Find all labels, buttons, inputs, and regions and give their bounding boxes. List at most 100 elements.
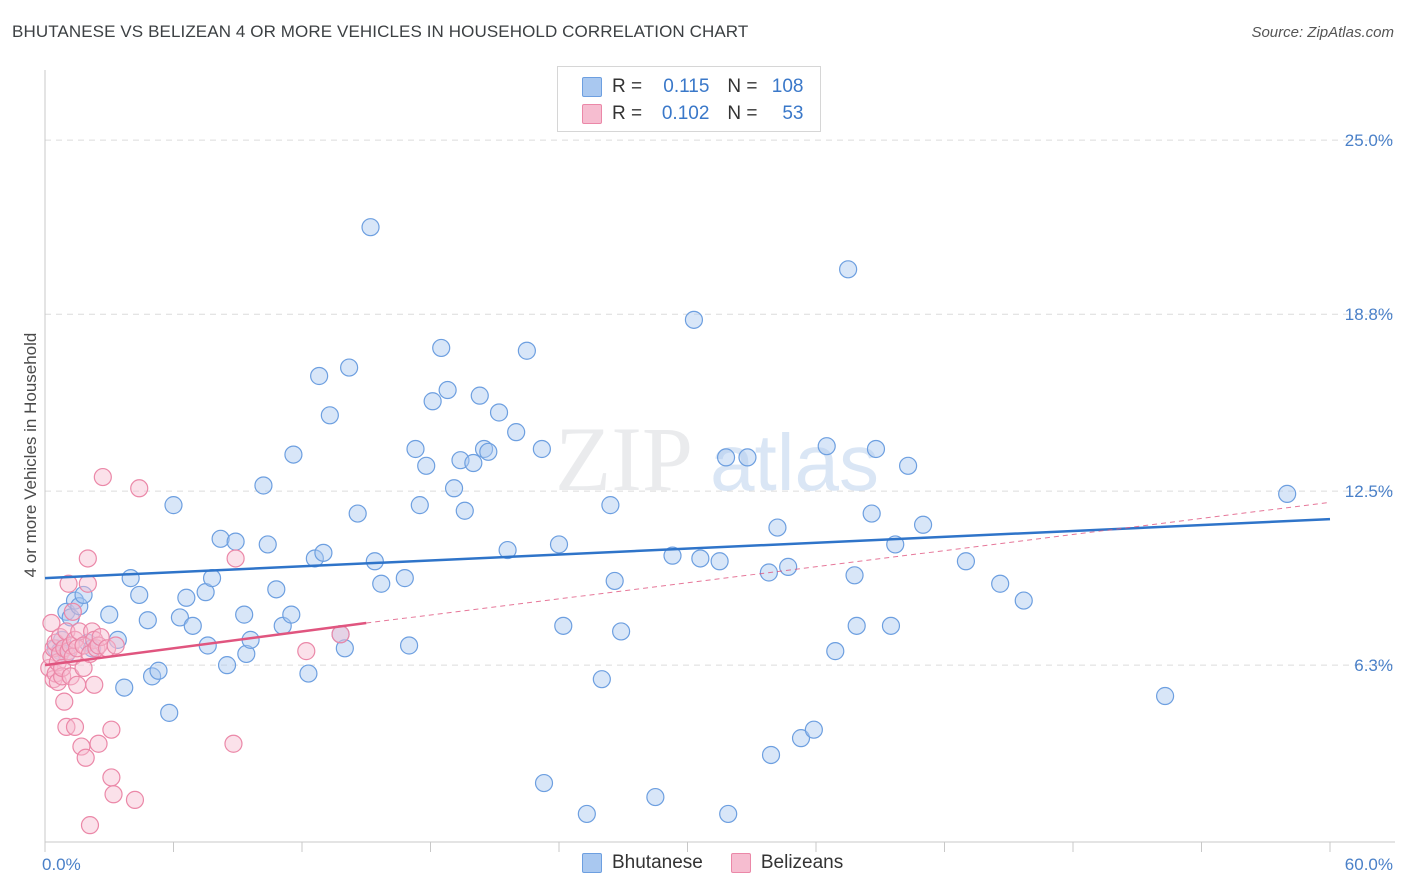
bhutanese-point: [554, 616, 573, 635]
belizean-trend-line: [44, 621, 367, 667]
bhutanese-point: [258, 535, 277, 554]
watermark-atlas: atlas: [710, 418, 879, 507]
bhutanese-point: [423, 392, 442, 411]
legend-n-label: N =: [727, 103, 758, 124]
bhutanese-point: [592, 670, 611, 689]
bhutanese-point: [226, 532, 245, 551]
belizean-point: [76, 748, 95, 767]
belizean-point: [42, 613, 61, 633]
bhutanese-point: [310, 366, 329, 386]
belizean-points: [40, 467, 350, 835]
bottom-legend-belizeans: Belizeans: [730, 852, 844, 874]
bhutanese-point: [605, 571, 624, 591]
belizean-point: [78, 574, 97, 593]
bhutanese-point: [299, 664, 318, 683]
bhutanese-point: [432, 338, 451, 358]
bhutanese-point: [804, 720, 823, 739]
bhutanese-point: [217, 656, 237, 675]
belizean-point: [297, 642, 316, 661]
bhutanese-point: [130, 585, 149, 605]
legend-n-value: 53: [782, 103, 804, 124]
bottom-legend-label: Bhutanese: [612, 852, 703, 873]
bhutanese-point: [761, 745, 781, 765]
bhutanese-point: [417, 456, 436, 475]
bhutanese-point: [898, 456, 918, 475]
bhutanese-point: [170, 608, 190, 627]
bhutanese-point: [532, 439, 551, 459]
legend-r-label: R =: [612, 76, 643, 97]
belizean-point: [70, 622, 89, 641]
bhutanese-point: [237, 644, 256, 664]
bottom-legend-bhutanese: Bhutanese: [582, 852, 703, 874]
bhutanese-point: [202, 569, 222, 588]
belizean-point: [63, 602, 82, 621]
bhutanese-point: [235, 605, 254, 624]
bhutanese-point: [177, 588, 196, 607]
bhutanese-point: [489, 403, 509, 422]
belizean-point: [85, 675, 104, 694]
bottom-legend-label: Belizeans: [760, 852, 844, 873]
legend-swatch-pink: [582, 104, 602, 124]
bhutanese-point: [282, 605, 301, 624]
bhutanese-point: [74, 585, 93, 605]
bottom-legend-swatch-blue: [582, 853, 602, 873]
y-tick-label: 12.5%: [1345, 482, 1393, 501]
legend-swatch-blue: [582, 77, 602, 97]
y-tick-label: 6.3%: [1354, 656, 1393, 675]
bhutanese-point: [517, 341, 536, 360]
bhutanese-point: [684, 310, 704, 329]
bhutanese-point: [498, 540, 517, 560]
x-tick-label: 60.0%: [1345, 855, 1393, 874]
bhutanese-point: [361, 218, 380, 237]
bhutanese-point: [100, 605, 119, 624]
belizean-point: [125, 790, 145, 809]
belizean-point: [106, 636, 125, 655]
bhutanese-point: [779, 557, 798, 576]
belizean-point: [87, 639, 106, 658]
axes: [44, 70, 1395, 852]
belizean-trend-extension: [366, 501, 1331, 624]
bhutanese-point: [549, 535, 569, 554]
bhutanese-point: [1155, 686, 1175, 706]
bhutanese-point: [612, 622, 631, 641]
bhutanese-point: [507, 423, 526, 442]
bhutanese-point: [913, 515, 933, 534]
legend-row-belizeans: R = 0.102 N = 53: [582, 102, 804, 126]
bottom-legend: Bhutanese Belizeans: [582, 852, 871, 874]
watermark-zip: ZIP: [555, 408, 693, 510]
bhutanese-point: [340, 358, 359, 377]
belizean-point: [102, 720, 121, 739]
bhutanese-point: [410, 496, 429, 515]
tick-labels: 6.3% 12.5% 18.8% 25.0% 0.0% 60.0%: [42, 131, 1393, 874]
bhutanese-point: [710, 552, 729, 571]
bhutanese-point: [534, 773, 554, 793]
x-tick-label: 0.0%: [42, 855, 81, 874]
bhutanese-point: [716, 448, 736, 467]
bhutanese-point: [691, 549, 710, 568]
legend-r-value: 0.102: [661, 103, 710, 124]
belizean-point: [93, 467, 112, 487]
belizean-point: [89, 734, 108, 753]
bhutanese-point: [160, 703, 179, 722]
bhutanese-point: [406, 439, 425, 459]
bhutanese-point: [839, 260, 858, 279]
chart-title: BHUTANESE VS BELIZEAN 4 OR MORE VEHICLES…: [12, 22, 749, 41]
bhutanese-point: [956, 552, 976, 571]
bhutanese-point: [768, 518, 787, 537]
bhutanese-point: [791, 729, 811, 748]
belizean-point: [104, 785, 123, 804]
bhutanese-point: [577, 804, 596, 824]
bhutanese-point: [991, 574, 1010, 593]
bhutanese-point: [646, 787, 665, 807]
belizean-point: [68, 675, 87, 694]
legend-n-value: 108: [771, 76, 804, 97]
bhutanese-point: [254, 476, 273, 495]
bhutanese-point: [138, 611, 157, 630]
bhutanese-point: [817, 437, 836, 456]
belizean-point: [78, 549, 97, 568]
bhutanese-point: [1278, 484, 1297, 503]
y-axis-label: 4 or more Vehicles in Household: [21, 333, 40, 578]
legend-r-label: R =: [612, 103, 643, 124]
bhutanese-trend-line: [44, 517, 1331, 580]
